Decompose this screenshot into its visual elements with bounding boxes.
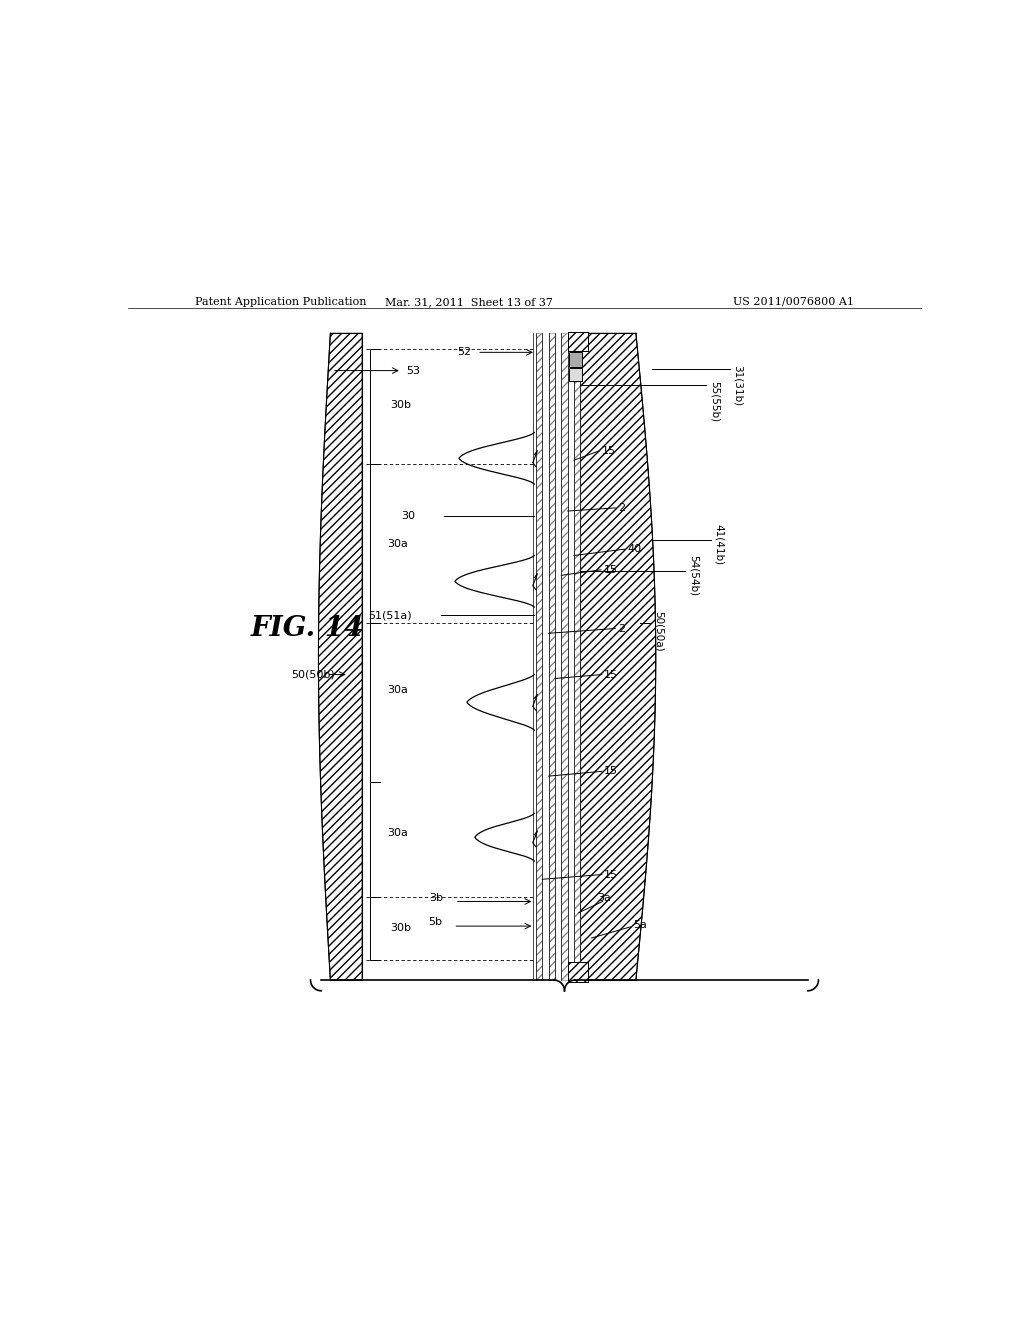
Polygon shape <box>574 333 581 979</box>
Text: 15: 15 <box>604 767 618 776</box>
Text: 30b: 30b <box>390 400 411 409</box>
Text: 30: 30 <box>401 511 416 521</box>
Text: 30a: 30a <box>387 539 409 549</box>
Polygon shape <box>561 333 567 979</box>
Text: Mar. 31, 2011  Sheet 13 of 37: Mar. 31, 2011 Sheet 13 of 37 <box>385 297 553 306</box>
Text: 2: 2 <box>617 623 625 634</box>
Text: 54(54b): 54(54b) <box>688 556 698 597</box>
Polygon shape <box>567 331 588 351</box>
Text: 3b: 3b <box>430 894 443 903</box>
Polygon shape <box>318 333 362 979</box>
Text: 15: 15 <box>604 669 618 680</box>
Polygon shape <box>569 368 582 381</box>
Text: 15: 15 <box>602 446 615 455</box>
Text: 30a: 30a <box>387 685 409 696</box>
Polygon shape <box>567 962 588 982</box>
Text: 50(50a): 50(50a) <box>653 611 664 652</box>
Text: 41(41b): 41(41b) <box>714 524 724 565</box>
Text: 30b: 30b <box>390 924 411 933</box>
Text: 50(50b): 50(50b) <box>292 669 335 680</box>
Text: 5a: 5a <box>633 920 646 929</box>
Text: 2: 2 <box>617 503 625 513</box>
Text: 51(51a): 51(51a) <box>368 610 412 620</box>
Polygon shape <box>536 333 543 979</box>
Polygon shape <box>581 333 655 979</box>
Text: 40: 40 <box>627 544 641 554</box>
Text: 15: 15 <box>604 870 618 879</box>
Text: 55(55b): 55(55b) <box>710 381 720 422</box>
Text: US 2011/0076800 A1: US 2011/0076800 A1 <box>733 297 854 306</box>
Text: 3a: 3a <box>597 894 611 903</box>
Text: Patent Application Publication: Patent Application Publication <box>196 297 367 306</box>
Text: 31(31b): 31(31b) <box>733 366 742 407</box>
Text: 5b: 5b <box>428 917 442 927</box>
Text: 15: 15 <box>603 565 617 574</box>
Polygon shape <box>549 333 555 979</box>
Text: 30a: 30a <box>387 828 409 838</box>
Text: 53: 53 <box>406 366 420 376</box>
Text: FIG. 14: FIG. 14 <box>251 615 365 642</box>
Polygon shape <box>569 352 582 367</box>
Text: 52: 52 <box>457 347 471 358</box>
